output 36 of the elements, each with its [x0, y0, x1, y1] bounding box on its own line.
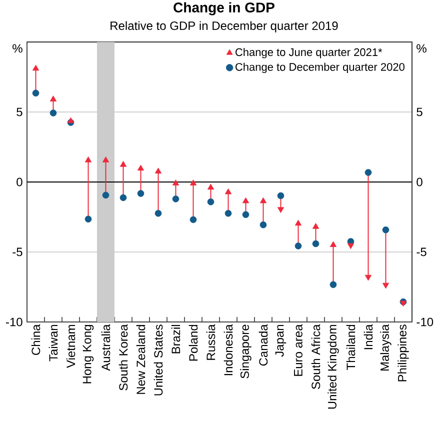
- y2-tick-label: -5: [416, 248, 426, 256]
- y2-tick-label: 0: [416, 178, 422, 186]
- x-tick-label: Japan: [275, 324, 286, 357]
- x-tick-label: Russia: [206, 324, 216, 360]
- y2-tick-label: -10: [416, 318, 434, 326]
- x-tick-label: South Korea: [118, 324, 128, 390]
- x-tick-label: China: [31, 324, 40, 355]
- x-tick-label: Hong Kong: [82, 324, 94, 384]
- x-tick-label: South Africa: [311, 324, 320, 390]
- x-tick-label: Philippines: [398, 324, 409, 382]
- x-tick-label: Poland: [188, 324, 198, 361]
- y-tick-label: 5: [16, 108, 22, 116]
- legend-label: Change to June quarter 2021*: [236, 48, 382, 58]
- x-tick-label: Thailand: [346, 324, 356, 370]
- y2-tick-label: 5: [416, 108, 422, 116]
- x-tick-label: United States: [154, 324, 163, 396]
- legend-label: Change to December quarter 2020: [236, 62, 404, 74]
- x-tick-label: Singapore: [240, 324, 252, 378]
- x-tick-label: Indonesia: [224, 324, 233, 376]
- chart-title: Change in GDP: [174, 2, 274, 16]
- x-tick-label: Malaysia: [380, 324, 392, 371]
- y-tick-label: 0: [16, 178, 22, 186]
- x-tick-label: Taiwan: [48, 324, 58, 362]
- x-tick-label: United Kingdom: [328, 325, 339, 409]
- x-tick-label: Canada: [258, 324, 268, 366]
- x-tick-label: Brazil: [171, 324, 180, 354]
- chart-subtitle: Relative to GDP in December quarter 2019: [110, 21, 338, 32]
- y-tick-label: -10: [6, 318, 22, 326]
- x-tick-label: Australia: [101, 324, 110, 371]
- y2-axis-title: %: [416, 44, 426, 53]
- x-tick-label: India: [364, 324, 373, 350]
- x-tick-label: New Zealand: [136, 324, 146, 394]
- x-tick-label: Euro area: [294, 324, 302, 376]
- y-tick-label: -5: [12, 248, 22, 256]
- y-axis-title: %: [12, 44, 22, 53]
- x-tick-label: Vietnam: [66, 324, 76, 368]
